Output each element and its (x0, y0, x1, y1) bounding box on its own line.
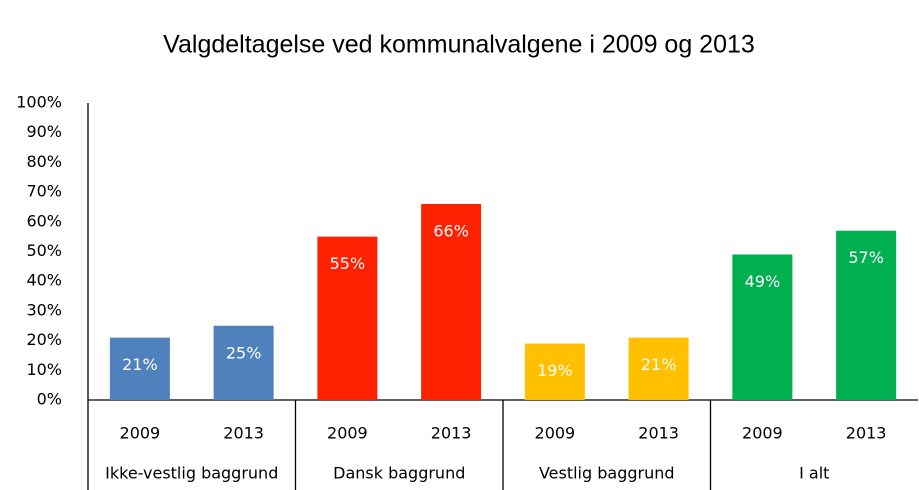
y-tick-label: 30% (26, 300, 62, 319)
value-label: 21% (122, 355, 158, 374)
group-label: Dansk baggrund (333, 464, 465, 483)
bar (213, 325, 274, 400)
group-label: Vestlig baggrund (539, 464, 675, 483)
group-label: Ikke-vestlig baggrund (105, 464, 278, 483)
x-tick-label: 2013 (223, 424, 264, 443)
bar (109, 337, 170, 400)
y-tick-label: 100% (16, 93, 62, 112)
y-tick-label: 20% (26, 330, 62, 349)
value-label: 66% (433, 221, 469, 240)
y-tick-label: 0% (37, 390, 62, 409)
x-tick-label: 2009 (120, 424, 161, 443)
y-tick-label: 40% (26, 271, 62, 290)
bar (421, 203, 482, 400)
value-label: 21% (641, 355, 677, 374)
y-tick-label: 60% (26, 211, 62, 230)
bar (732, 254, 793, 400)
bar (836, 230, 897, 400)
y-tick-label: 80% (26, 152, 62, 171)
y-tick-label: 90% (26, 122, 62, 141)
value-label: 19% (537, 361, 573, 380)
y-tick-label: 50% (26, 241, 62, 260)
value-label: 55% (330, 254, 366, 273)
value-label: 49% (745, 272, 781, 291)
x-tick-label: 2013 (431, 424, 472, 443)
bar (628, 337, 689, 400)
x-tick-label: 2009 (535, 424, 576, 443)
group-label: I alt (799, 464, 829, 483)
x-tick-label: 2009 (742, 424, 783, 443)
y-tick-label: 10% (26, 360, 62, 379)
bar (524, 343, 585, 400)
chart-title: Valgdeltagelse ved kommunalvalgene i 200… (163, 31, 755, 59)
x-tick-label: 2013 (846, 424, 887, 443)
x-tick-label: 2009 (327, 424, 368, 443)
value-label: 25% (226, 343, 262, 362)
y-tick-label: 70% (26, 182, 62, 201)
value-label: 57% (848, 248, 884, 267)
x-tick-label: 2013 (638, 424, 679, 443)
bar (317, 236, 378, 400)
